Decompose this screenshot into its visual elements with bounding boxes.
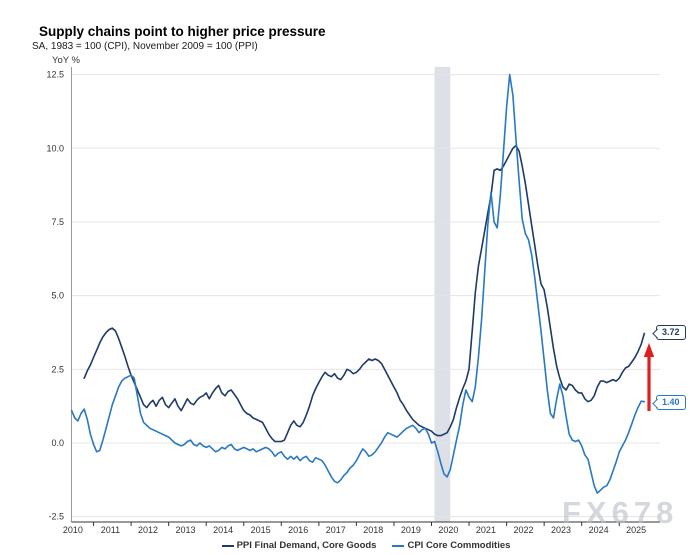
x-tick-label: 2024 bbox=[589, 525, 609, 535]
legend-label: CPI Core Commodities bbox=[407, 540, 511, 551]
watermark: FX678 bbox=[562, 495, 679, 530]
x-tick-label: 2018 bbox=[363, 525, 383, 535]
legend-item-cpi: CPI Core Commodities bbox=[392, 540, 510, 551]
y-tick-label: 0.0 bbox=[51, 438, 64, 448]
x-tick-label: 2025 bbox=[626, 525, 646, 535]
cpi-end-value-callout: 1.40 bbox=[656, 395, 686, 410]
chart-subtitle: SA, 1983 = 100 (CPI), November 2009 = 10… bbox=[32, 41, 258, 52]
x-tick-label: 2021 bbox=[476, 525, 496, 535]
x-tick-label: 2012 bbox=[138, 525, 158, 535]
legend-swatch bbox=[392, 544, 405, 547]
cpi-series-line bbox=[70, 73, 646, 494]
ppi-end-value-callout: 3.72 bbox=[656, 325, 686, 340]
x-tick-label: 2014 bbox=[213, 525, 233, 535]
y-tick-label: 10.0 bbox=[46, 143, 64, 153]
x-tick-label: 2010 bbox=[63, 525, 83, 535]
x-tick-label: 2017 bbox=[326, 525, 346, 535]
y-tick-label: 2.5 bbox=[51, 364, 64, 374]
x-tick-label: 2020 bbox=[438, 525, 458, 535]
trend-arrow-head bbox=[643, 343, 655, 357]
y-tick-label: -2.5 bbox=[48, 512, 64, 522]
legend-label: PPI Final Demand, Core Goods bbox=[236, 540, 377, 551]
x-tick-label: 2016 bbox=[288, 525, 308, 535]
y-tick-label: 5.0 bbox=[51, 291, 64, 301]
legend: PPI Final Demand, Core Goods CPI Core Com… bbox=[72, 540, 660, 551]
y-tick-label: 12.5 bbox=[46, 70, 64, 80]
x-tick-label: 2019 bbox=[401, 525, 421, 535]
ppi-series-line bbox=[83, 144, 646, 443]
chart-title: Supply chains point to higher price pres… bbox=[39, 24, 326, 39]
y-tick-label: 7.5 bbox=[51, 217, 64, 227]
legend-item-ppi: PPI Final Demand, Core Goods bbox=[221, 540, 377, 551]
x-tick-label: 2011 bbox=[101, 525, 120, 535]
recession-band bbox=[434, 67, 451, 522]
x-tick-label: 2023 bbox=[551, 525, 571, 535]
x-tick-label: 2013 bbox=[176, 525, 196, 535]
legend-swatch bbox=[221, 544, 234, 547]
x-tick-label: 2015 bbox=[251, 525, 271, 535]
y-axis-unit-label: YoY % bbox=[52, 55, 80, 66]
x-tick-label: 2022 bbox=[513, 525, 533, 535]
